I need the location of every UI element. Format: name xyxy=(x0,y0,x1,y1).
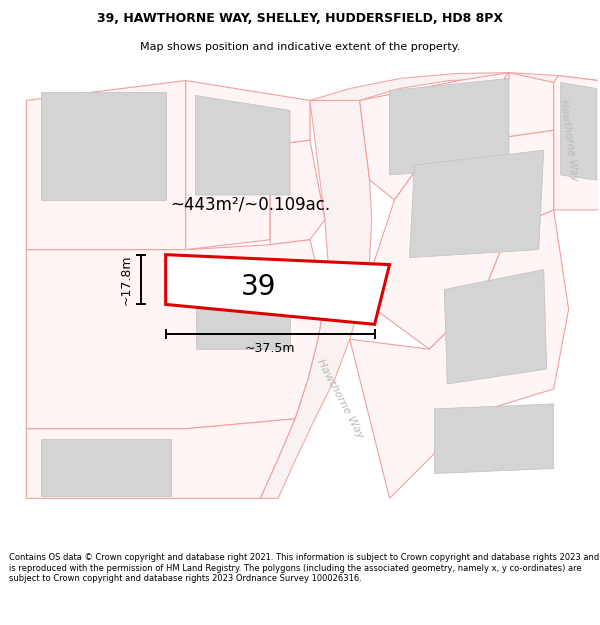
Polygon shape xyxy=(26,81,185,249)
Polygon shape xyxy=(166,254,389,324)
Polygon shape xyxy=(260,101,371,498)
Text: Hawthorne Way: Hawthorne Way xyxy=(314,357,365,440)
Polygon shape xyxy=(554,76,598,210)
Polygon shape xyxy=(41,92,166,200)
Text: Map shows position and indicative extent of the property.: Map shows position and indicative extent… xyxy=(140,42,460,52)
Polygon shape xyxy=(270,140,325,245)
Polygon shape xyxy=(196,96,290,195)
Polygon shape xyxy=(362,130,554,349)
Polygon shape xyxy=(26,240,325,429)
Text: ~17.8m: ~17.8m xyxy=(120,254,133,305)
Polygon shape xyxy=(409,150,544,258)
Text: 39: 39 xyxy=(241,273,277,301)
Polygon shape xyxy=(350,210,569,498)
Text: Hawthorne Way: Hawthorne Way xyxy=(558,99,580,182)
Text: Contains OS data © Crown copyright and database right 2021. This information is : Contains OS data © Crown copyright and d… xyxy=(9,553,599,583)
Polygon shape xyxy=(560,82,596,180)
Polygon shape xyxy=(444,269,547,384)
Text: 39, HAWTHORNE WAY, SHELLEY, HUDDERSFIELD, HD8 8PX: 39, HAWTHORNE WAY, SHELLEY, HUDDERSFIELD… xyxy=(97,12,503,25)
Text: ~443m²/~0.109ac.: ~443m²/~0.109ac. xyxy=(170,196,331,214)
Polygon shape xyxy=(26,419,295,498)
Polygon shape xyxy=(310,72,598,101)
Text: ~37.5m: ~37.5m xyxy=(245,342,295,355)
Polygon shape xyxy=(41,439,170,496)
Polygon shape xyxy=(434,404,554,474)
Polygon shape xyxy=(185,81,310,249)
Polygon shape xyxy=(191,101,310,160)
Polygon shape xyxy=(359,72,554,200)
Polygon shape xyxy=(196,264,290,349)
Polygon shape xyxy=(389,79,509,175)
